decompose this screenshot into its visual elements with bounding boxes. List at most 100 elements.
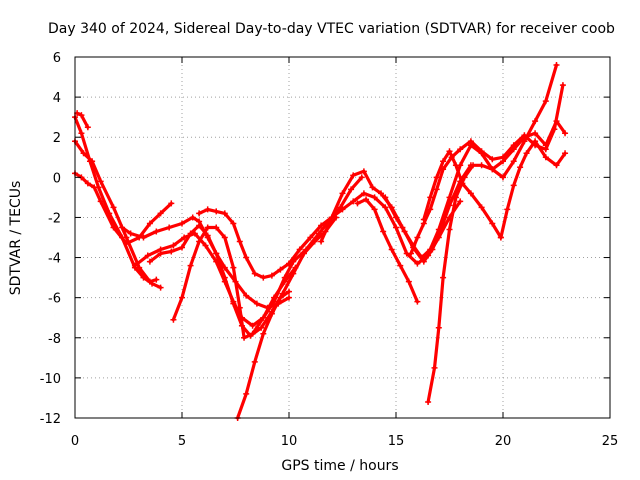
data-point (144, 252, 151, 259)
data-point (504, 206, 511, 213)
data-point (397, 262, 404, 269)
data-point (286, 294, 292, 301)
y-tick-label: 2 (53, 131, 61, 146)
series-line (73, 139, 158, 284)
x-tick-label: 15 (388, 434, 405, 449)
y-tick-label: -12 (40, 412, 61, 427)
data-point (204, 224, 211, 231)
data-point (213, 250, 220, 257)
data-point (243, 292, 250, 299)
series-17 (425, 118, 569, 405)
data-point (204, 206, 211, 213)
data-point (500, 174, 506, 181)
data-point (221, 274, 228, 281)
data-point (354, 200, 361, 207)
data-point (393, 214, 399, 221)
data-point (97, 178, 104, 185)
data-point (339, 206, 346, 213)
data-point (446, 194, 453, 201)
data-point (179, 220, 185, 227)
data-point (414, 260, 421, 267)
data-point (510, 182, 517, 189)
y-tick-label: -6 (48, 292, 61, 307)
data-point (271, 294, 278, 301)
data-point (446, 226, 453, 233)
data-point (371, 194, 378, 201)
data-point (243, 254, 250, 261)
data-point (236, 238, 243, 245)
data-point (532, 130, 539, 137)
data-point (350, 198, 357, 205)
data-point (407, 250, 414, 257)
series-line (499, 139, 567, 240)
data-point (168, 248, 175, 255)
data-point (553, 162, 560, 169)
data-point (510, 158, 517, 165)
data-point (253, 300, 260, 307)
data-point (348, 186, 355, 193)
series-10 (234, 288, 292, 421)
data-point (420, 258, 427, 265)
y-axis-label: SDTVAR / TECUs (8, 181, 24, 296)
data-point (452, 194, 459, 201)
series-13 (354, 196, 421, 305)
data-point (268, 310, 275, 317)
data-point (489, 166, 496, 173)
data-point (131, 262, 138, 269)
data-point (414, 298, 421, 305)
data-point (241, 334, 248, 341)
data-point (166, 224, 173, 231)
data-point (140, 234, 147, 241)
data-point (427, 246, 434, 253)
data-point (221, 234, 228, 241)
data-point (258, 324, 265, 331)
data-point (110, 224, 117, 231)
data-point (292, 264, 299, 271)
data-point (157, 250, 164, 257)
data-point (358, 174, 365, 181)
data-point (196, 238, 203, 245)
data-point (84, 180, 91, 187)
series-3 (72, 170, 175, 247)
y-tick-label: 0 (53, 171, 61, 186)
data-point (532, 138, 539, 145)
data-point (230, 300, 237, 307)
data-point (380, 228, 387, 235)
x-axis-label: GPS time / hours (281, 458, 398, 474)
data-point (418, 254, 425, 261)
data-point (146, 220, 153, 227)
data-point (553, 118, 560, 125)
data-point (517, 164, 524, 171)
data-point (251, 358, 258, 365)
data-point (440, 158, 447, 165)
data-point (168, 200, 175, 207)
data-point (307, 234, 314, 241)
data-point (542, 142, 549, 149)
data-point (213, 224, 220, 231)
data-point (157, 284, 164, 291)
x-tick-label: 5 (178, 434, 186, 449)
data-point (187, 230, 194, 237)
data-point (153, 276, 160, 283)
data-point (213, 208, 220, 215)
series-line (287, 191, 462, 266)
data-point (542, 154, 549, 161)
data-point (249, 322, 256, 329)
data-point (489, 220, 496, 227)
data-point (431, 364, 438, 371)
data-point (388, 246, 395, 253)
data-point (260, 330, 267, 337)
data-point (562, 150, 569, 157)
chart-title: Day 340 of 2024, Sidereal Day-to-day VTE… (48, 21, 615, 37)
y-tick-label: 4 (53, 91, 61, 106)
data-point (281, 278, 288, 285)
plot-frame (74, 56, 611, 419)
data-point (532, 118, 539, 125)
data-point (461, 174, 468, 181)
data-point (435, 226, 442, 233)
data-point (440, 274, 447, 281)
data-point (123, 240, 130, 247)
data-point (393, 224, 399, 231)
data-point (286, 260, 292, 267)
